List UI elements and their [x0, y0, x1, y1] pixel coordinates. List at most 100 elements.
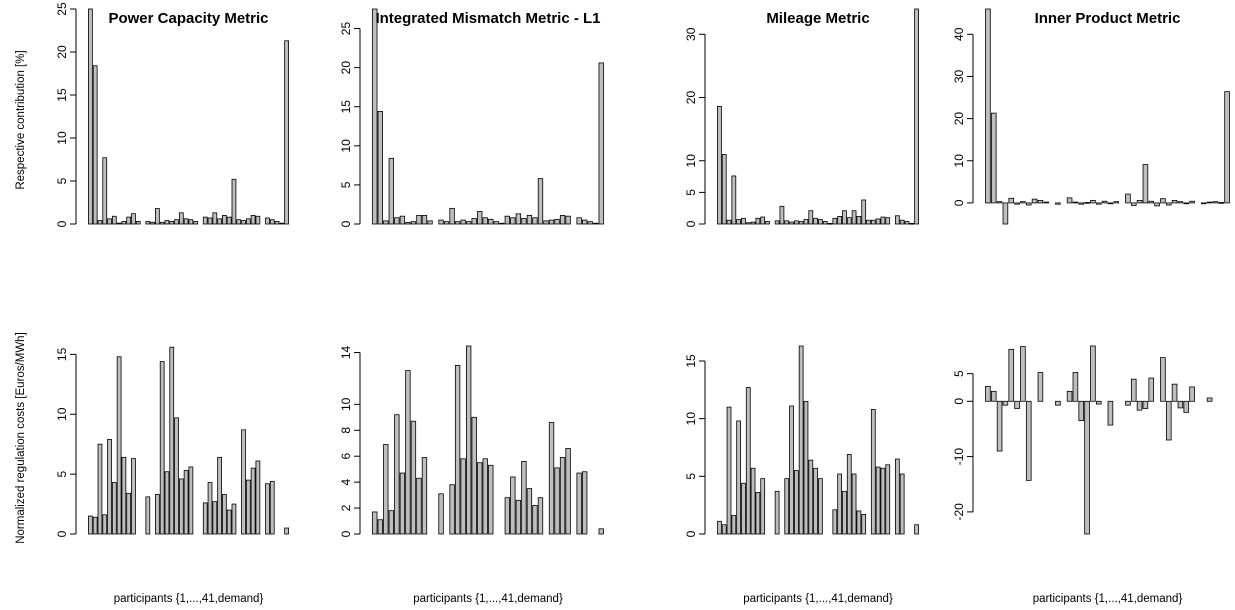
- bar-6: [741, 217, 746, 225]
- bar-39: [899, 219, 905, 225]
- bar-22: [488, 218, 494, 225]
- y-tick-label: -10: [952, 448, 966, 466]
- bar-36: [565, 448, 571, 535]
- bar-4: [731, 175, 737, 225]
- y-tick-label: 0: [952, 199, 966, 206]
- bar-20: [1095, 400, 1102, 405]
- bar-1: [717, 520, 722, 535]
- bar-31: [537, 178, 544, 225]
- bar-35: [1183, 400, 1190, 413]
- bar-14: [779, 205, 785, 225]
- bar-2: [92, 516, 98, 535]
- bar-10: [1037, 372, 1044, 402]
- bar-16: [159, 221, 165, 225]
- bar-1: [88, 515, 93, 535]
- bar-39: [1206, 397, 1213, 402]
- bar-31: [537, 497, 544, 535]
- bar-32: [543, 220, 549, 225]
- bar-28: [217, 218, 222, 225]
- bar-23: [822, 221, 828, 225]
- bar-20: [178, 478, 184, 535]
- bar-27: [212, 501, 218, 535]
- bar-39: [269, 219, 275, 225]
- bar-1: [372, 8, 378, 225]
- bar-25: [504, 497, 511, 535]
- bar-22: [818, 478, 823, 535]
- bar-5: [394, 414, 400, 535]
- bar-7: [745, 222, 751, 225]
- y-tick-label: 20: [339, 61, 353, 75]
- bar-3: [97, 220, 103, 225]
- bar-6: [399, 215, 406, 225]
- y-tick-label: 0: [339, 530, 353, 537]
- bar-25: [1125, 400, 1131, 406]
- bar-36: [255, 460, 261, 535]
- bar-11: [135, 221, 141, 225]
- y-tick-label: 5: [339, 181, 353, 188]
- y-tick-label: 15: [55, 88, 69, 102]
- bar-21: [813, 217, 818, 225]
- bar-26: [510, 217, 516, 225]
- bar-13: [438, 493, 444, 535]
- bar-13: [438, 219, 444, 225]
- bar-9: [755, 217, 761, 225]
- bar-41: [909, 222, 915, 225]
- bar-10: [421, 214, 428, 225]
- bar-34: [875, 466, 881, 535]
- bar-6: [399, 472, 406, 535]
- bar-39: [582, 219, 588, 225]
- bar-7: [1020, 201, 1026, 204]
- bar-3: [383, 444, 389, 535]
- bar-32: [236, 219, 242, 225]
- bar-35: [559, 457, 566, 535]
- bar-20: [178, 212, 184, 225]
- bar-20: [1095, 202, 1102, 205]
- bar-15: [784, 220, 790, 225]
- bar-16: [159, 361, 165, 535]
- bar-3: [97, 443, 103, 535]
- bar-6: [741, 482, 746, 535]
- bar-30: [856, 510, 862, 535]
- bar-19: [1090, 199, 1096, 204]
- y-tick-label: 0: [684, 220, 698, 227]
- bar-10: [760, 216, 766, 225]
- bar-33: [1171, 199, 1178, 204]
- bar-9: [126, 492, 132, 535]
- bar-19: [471, 416, 477, 535]
- bar-6: [111, 482, 117, 535]
- bar-21: [482, 458, 488, 535]
- bar-18: [1084, 400, 1090, 535]
- y-tick-label: 0: [55, 220, 69, 227]
- bar-17: [164, 471, 170, 535]
- bar-17: [793, 470, 799, 535]
- bar-41: [593, 222, 599, 225]
- bar-40: [274, 221, 280, 225]
- bar-27: [515, 213, 522, 225]
- y-tick-label: 5: [55, 177, 69, 184]
- bar-27: [212, 212, 218, 225]
- bar-42: [598, 62, 604, 225]
- bar-5: [736, 420, 742, 535]
- bar-33: [241, 429, 246, 535]
- bar-34: [1177, 201, 1184, 204]
- bar-3: [996, 201, 1003, 204]
- bar-38: [894, 458, 900, 535]
- bar-1: [88, 8, 93, 225]
- bar-30: [1154, 202, 1160, 207]
- bar-8: [750, 467, 756, 535]
- bar-31: [861, 513, 867, 535]
- bar-32: [1165, 202, 1172, 206]
- bar-41: [1218, 202, 1225, 204]
- bar-29: [1148, 200, 1155, 204]
- bar-26: [1130, 202, 1137, 206]
- bar-14: [443, 221, 450, 225]
- bar-29: [222, 214, 227, 225]
- bar-25: [832, 217, 838, 225]
- bar-2: [990, 390, 997, 402]
- bar-40: [587, 221, 593, 225]
- y-tick-label: 5: [55, 470, 69, 477]
- bar-42: [914, 8, 919, 225]
- bar-4: [731, 515, 737, 535]
- bar-19: [471, 218, 477, 225]
- y-tick-label: 15: [684, 354, 698, 368]
